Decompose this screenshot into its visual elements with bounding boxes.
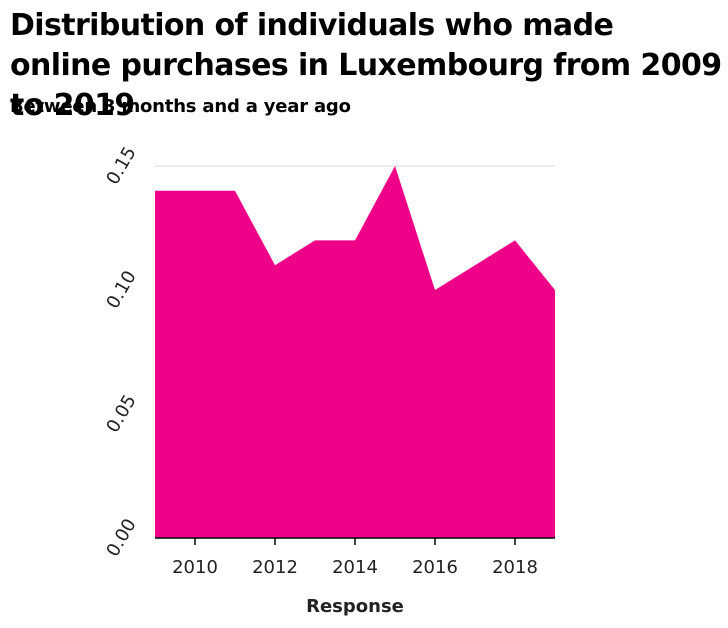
x-tick-label: 2016: [412, 557, 458, 578]
chart-subtitle: Between 3 months and a year ago: [10, 96, 351, 117]
y-tick-label: 0.10: [102, 267, 140, 312]
y-tick-label: 0.00: [102, 515, 140, 560]
area-series: [155, 166, 555, 538]
chart-title: Distribution of individuals who made onl…: [10, 8, 722, 123]
x-tick-label: 2010: [172, 557, 218, 578]
x-tick-label: 2014: [332, 557, 378, 578]
y-tick-label: 0.15: [102, 143, 140, 188]
area-fill: [155, 166, 555, 538]
x-axis: 2010 2012 2014 2016 2018: [155, 537, 555, 578]
x-axis-label: Response: [306, 596, 404, 617]
x-tick-label: 2018: [492, 557, 538, 578]
y-axis: 0.00 0.05 0.10 0.15: [102, 143, 140, 560]
x-tick-label: 2012: [252, 557, 298, 578]
y-tick-label: 0.05: [102, 391, 140, 436]
